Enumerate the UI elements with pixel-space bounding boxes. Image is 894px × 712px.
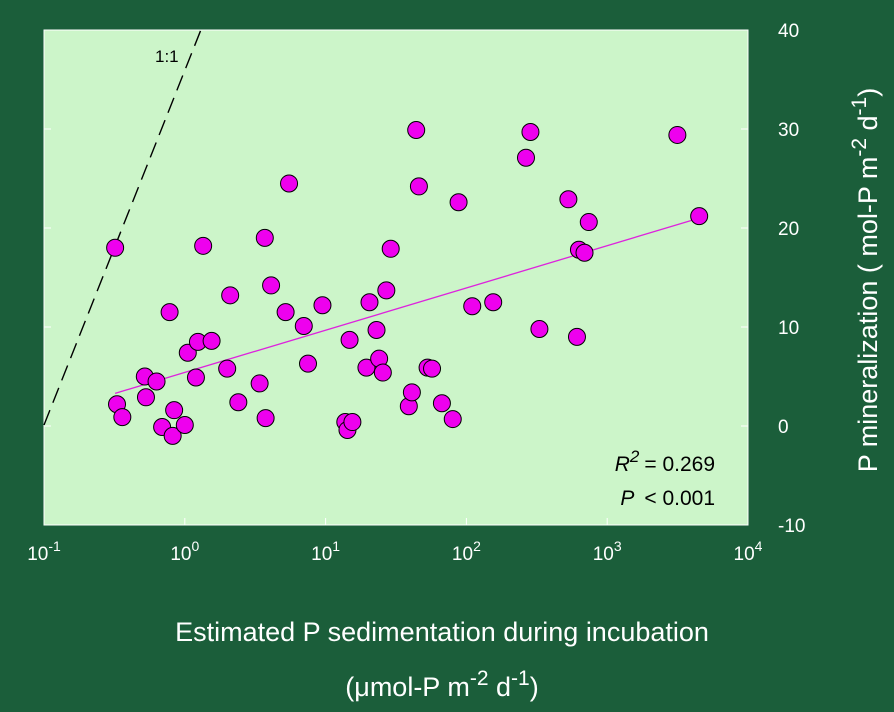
- points-group: [106, 120, 709, 445]
- data-point: [409, 177, 428, 196]
- plot-area: [43, 29, 749, 526]
- r-exponent: 2: [629, 447, 640, 466]
- data-point: [516, 148, 535, 167]
- y-tick-label: 40: [778, 21, 799, 42]
- data-point: [407, 120, 426, 139]
- data-point: [276, 303, 295, 322]
- y-tick-label: 20: [778, 219, 799, 240]
- data-point: [113, 408, 132, 427]
- data-point: [449, 193, 468, 212]
- data-point: [690, 207, 709, 226]
- fit-line: [114, 217, 700, 394]
- data-point: [136, 388, 155, 407]
- data-point: [340, 330, 359, 349]
- data-point: [106, 238, 125, 257]
- data-point: [294, 317, 313, 336]
- data-point: [402, 383, 421, 402]
- p-value: < 0.001: [644, 487, 715, 510]
- data-point: [175, 416, 194, 435]
- data-point: [567, 327, 586, 346]
- data-point: [202, 331, 221, 350]
- data-point: [313, 296, 332, 315]
- y-axis-title: P mineralization ( mol-P m-2 d-1): [848, 88, 883, 473]
- data-point: [255, 228, 274, 247]
- x-tick-label: 100: [170, 538, 199, 565]
- data-point: [343, 413, 362, 432]
- data-point: [360, 293, 379, 312]
- data-point: [423, 359, 442, 378]
- data-point: [559, 190, 578, 209]
- data-point: [250, 374, 269, 393]
- data-point: [160, 303, 179, 322]
- p-value-annotation: P < 0.001: [620, 487, 715, 510]
- data-point: [280, 174, 299, 193]
- r-value: = 0.269: [644, 453, 715, 476]
- axes-group: 10-1 100 101 102 103 104 -10 0 10 20 30 40: [27, 21, 805, 565]
- data-point: [256, 409, 275, 428]
- data-point: [262, 276, 281, 295]
- data-point: [147, 372, 166, 391]
- data-point: [357, 358, 376, 377]
- x-tick-label: 104: [734, 538, 763, 565]
- data-point: [484, 293, 503, 312]
- data-point: [186, 368, 205, 387]
- data-point: [367, 320, 386, 339]
- y-tick-label: 10: [778, 318, 799, 339]
- data-point: [575, 243, 594, 262]
- data-point: [521, 122, 540, 141]
- r-squared-annotation: R2 = 0.269: [615, 447, 715, 476]
- data-point: [218, 359, 237, 378]
- data-point: [229, 393, 248, 412]
- data-point: [463, 297, 482, 316]
- p-symbol: P: [620, 487, 634, 510]
- y-tick-label: 30: [778, 120, 799, 141]
- data-point: [221, 286, 240, 305]
- x-tick-label: 103: [593, 538, 622, 565]
- data-point: [432, 394, 451, 413]
- data-point: [373, 363, 392, 382]
- data-point: [443, 410, 462, 429]
- data-point: [299, 354, 318, 373]
- x-tick-label: 101: [311, 538, 340, 565]
- y-tick-label: -10: [778, 516, 805, 537]
- fit-line-group: [114, 217, 700, 394]
- data-point: [377, 281, 396, 300]
- data-point: [579, 213, 598, 232]
- data-point: [668, 125, 687, 144]
- identity-line-label: 1:1: [155, 47, 179, 66]
- data-point: [530, 319, 549, 338]
- data-point: [194, 236, 213, 255]
- x-axis-title-line2: (μmol-P m-2 d-1): [345, 667, 538, 702]
- x-tick-label: 10-1: [27, 538, 61, 565]
- data-point: [381, 239, 400, 258]
- y-tick-label: 0: [778, 417, 789, 438]
- data-point: [163, 426, 182, 445]
- data-point: [165, 401, 184, 420]
- x-axis-title-line1: Estimated P sedimentation during incubat…: [175, 617, 709, 647]
- r-symbol: R: [615, 453, 630, 476]
- x-tick-label: 102: [452, 538, 481, 565]
